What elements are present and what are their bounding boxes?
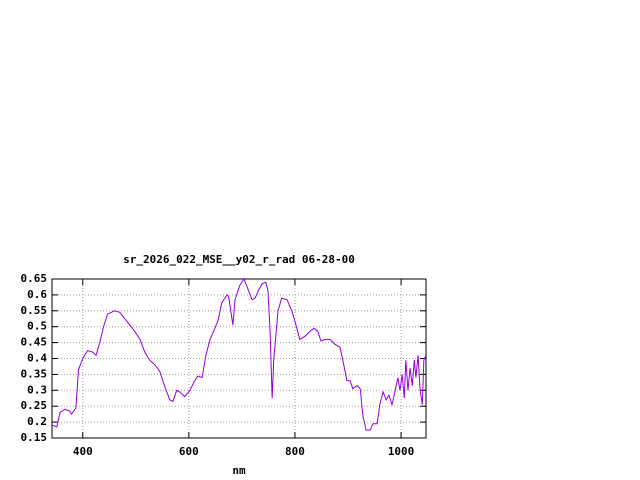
- y-tick-label: 0.35: [21, 367, 48, 380]
- data-line: [51, 277, 427, 431]
- y-tick-label: 0.55: [21, 304, 48, 317]
- y-tick-label: 0.65: [21, 272, 48, 285]
- x-tick-label: 400: [73, 445, 93, 458]
- x-axis-label: nm: [232, 464, 246, 477]
- x-tick-label: 1000: [388, 445, 415, 458]
- x-tick-label: 800: [285, 445, 305, 458]
- y-tick-label: 0.45: [21, 336, 48, 349]
- y-tick-label: 0.6: [27, 288, 47, 301]
- chart-title: sr_2026_022_MSE__y02_r_rad 06-28-00: [123, 253, 355, 266]
- plot-border: [51, 278, 427, 439]
- y-tick-label: 0.3: [27, 383, 47, 396]
- y-tick-label: 0.15: [21, 431, 48, 444]
- y-tick-label: 0.25: [21, 399, 48, 412]
- y-tick-label: 0.5: [27, 320, 47, 333]
- y-tick-label: 0.2: [27, 415, 47, 428]
- x-tick-label: 600: [179, 445, 199, 458]
- y-tick-label: 0.4: [27, 352, 47, 365]
